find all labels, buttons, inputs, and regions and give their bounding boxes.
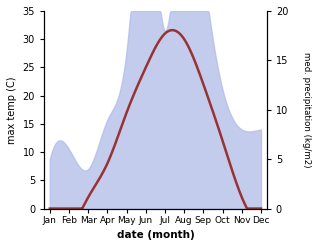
- X-axis label: date (month): date (month): [116, 230, 194, 240]
- Y-axis label: med. precipitation (kg/m2): med. precipitation (kg/m2): [302, 52, 311, 167]
- Y-axis label: max temp (C): max temp (C): [7, 76, 17, 144]
